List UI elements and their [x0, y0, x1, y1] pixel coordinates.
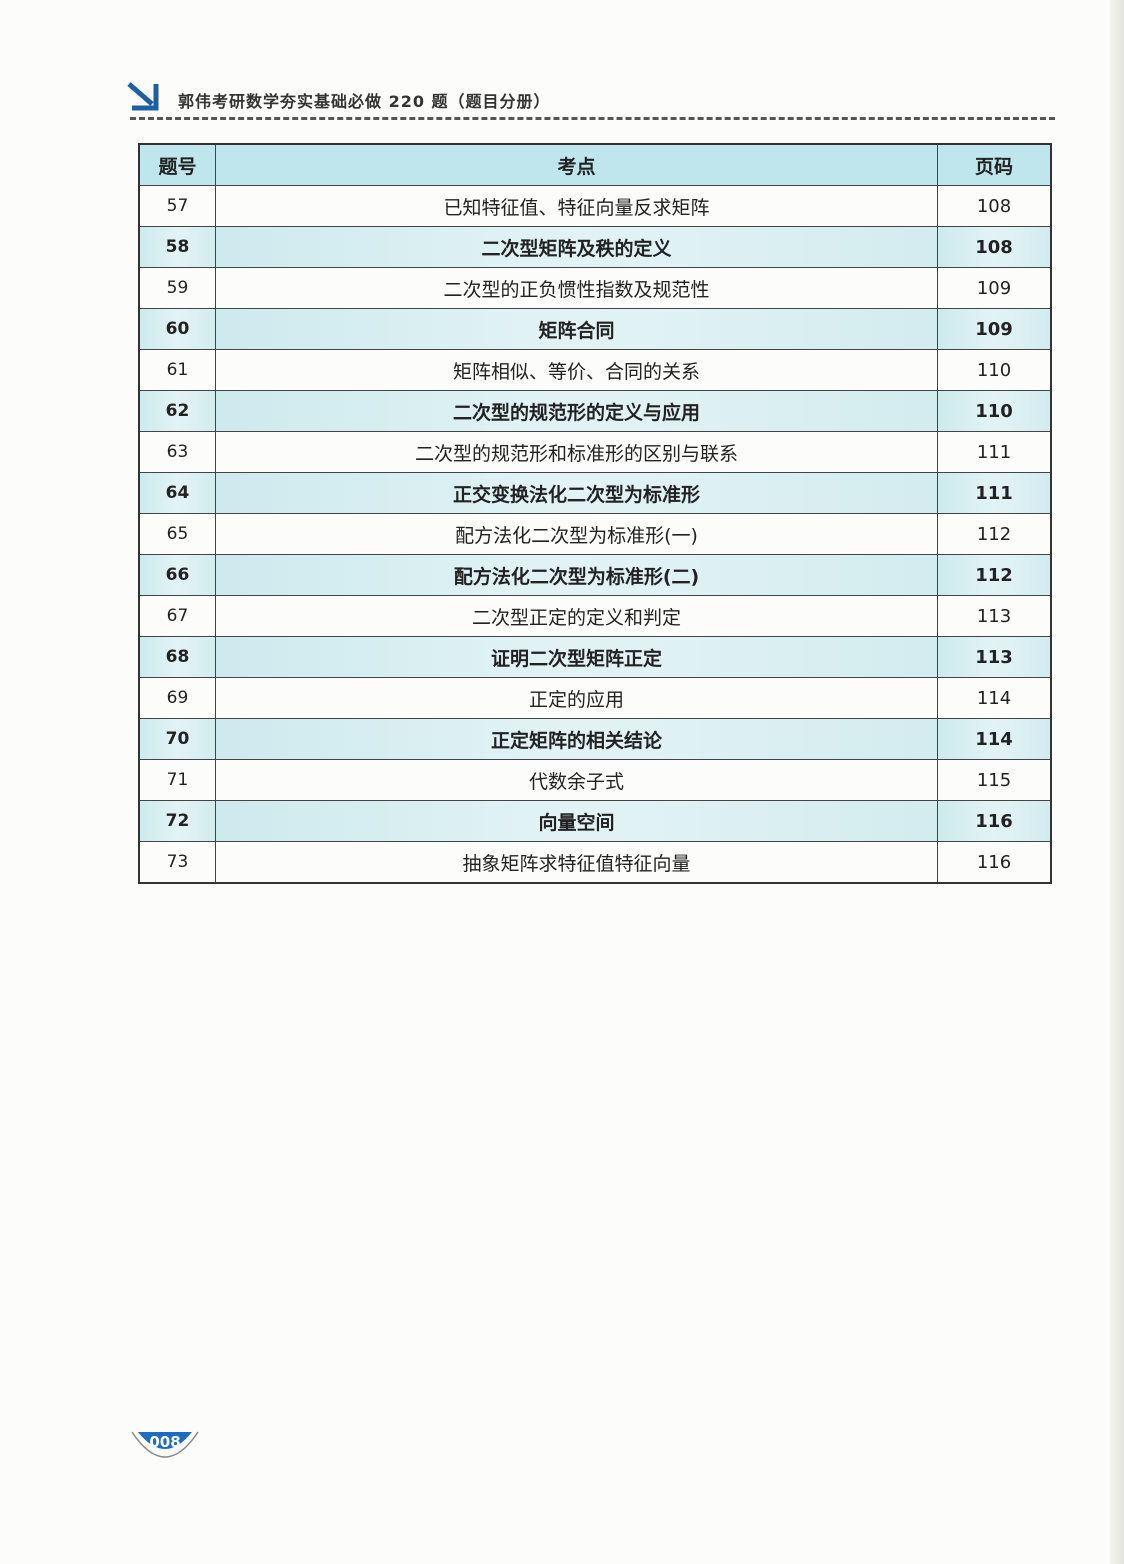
page-ref: 110 [937, 390, 1052, 432]
page-number-badge: 008 [130, 1430, 200, 1466]
question-number: 62 [138, 390, 216, 432]
topic: 矩阵合同 [215, 308, 938, 350]
page-ref: 113 [937, 636, 1052, 678]
page-ref: 111 [937, 431, 1052, 473]
question-number: 58 [138, 226, 216, 268]
topic: 二次型的规范形的定义与应用 [215, 390, 938, 432]
table-row: 66 配方法化二次型为标准形(二) 112 [138, 554, 1052, 596]
table-row: 72 向量空间 116 [138, 800, 1052, 842]
question-number: 65 [138, 513, 216, 555]
question-number: 70 [138, 718, 216, 760]
page-ref: 112 [937, 513, 1052, 555]
question-number: 69 [138, 677, 216, 719]
table-row: 68 证明二次型矩阵正定 113 [138, 636, 1052, 678]
table-row: 61 矩阵相似、等价、合同的关系 110 [138, 349, 1052, 391]
page-ref: 114 [937, 677, 1052, 719]
table-row: 65 配方法化二次型为标准形(一) 112 [138, 513, 1052, 555]
table-row: 67 二次型正定的定义和判定 113 [138, 595, 1052, 637]
topic: 正定矩阵的相关结论 [215, 718, 938, 760]
question-number: 59 [138, 267, 216, 309]
page-ref: 111 [937, 472, 1052, 514]
table-row: 69 正定的应用 114 [138, 677, 1052, 719]
table-header-row: 题号 考点 页码 [138, 143, 1052, 186]
topic: 二次型的正负惯性指数及规范性 [215, 267, 938, 309]
topic: 向量空间 [215, 800, 938, 842]
page-ref: 112 [937, 554, 1052, 596]
question-number: 72 [138, 800, 216, 842]
table-row: 71 代数余子式 115 [138, 759, 1052, 801]
question-number: 71 [138, 759, 216, 801]
topic-table: 题号 考点 页码 57 已知特征值、特征向量反求矩阵 108 58 二次型矩阵及秩的定义… [138, 143, 1052, 884]
header-divider [130, 117, 1055, 120]
column-header-page: 页码 [937, 143, 1052, 186]
topic: 正定的应用 [215, 677, 938, 719]
page-ref: 116 [937, 841, 1052, 884]
page-ref: 108 [937, 185, 1052, 227]
topic: 矩阵相似、等价、合同的关系 [215, 349, 938, 391]
table-row: 64 正交变换法化二次型为标准形 111 [138, 472, 1052, 514]
page-number: 008 [149, 1433, 181, 1451]
table-row: 73 抽象矩阵求特征值特征向量 116 [138, 841, 1052, 884]
table-row: 59 二次型的正负惯性指数及规范性 109 [138, 267, 1052, 309]
running-header-title: 郭伟考研数学夯实基础必做 220 题（题目分册） [178, 92, 551, 111]
question-number: 60 [138, 308, 216, 350]
page-ref: 109 [937, 267, 1052, 309]
question-number: 63 [138, 431, 216, 473]
topic: 代数余子式 [215, 759, 938, 801]
table-row: 57 已知特征值、特征向量反求矩阵 108 [138, 185, 1052, 227]
question-number: 66 [138, 554, 216, 596]
table-row: 58 二次型矩阵及秩的定义 108 [138, 226, 1052, 268]
topic: 二次型矩阵及秩的定义 [215, 226, 938, 268]
question-number: 57 [138, 185, 216, 227]
page-ref: 113 [937, 595, 1052, 637]
topic: 配方法化二次型为标准形(一) [215, 513, 938, 555]
question-number: 68 [138, 636, 216, 678]
question-number: 67 [138, 595, 216, 637]
topic: 证明二次型矩阵正定 [215, 636, 938, 678]
arrow-down-right-icon [127, 82, 159, 111]
question-number: 61 [138, 349, 216, 391]
page-edge [1110, 0, 1124, 1564]
page-ref: 110 [937, 349, 1052, 391]
question-number: 73 [138, 841, 216, 884]
page-ref: 116 [937, 800, 1052, 842]
table-row: 63 二次型的规范形和标准形的区别与联系 111 [138, 431, 1052, 473]
column-header-number: 题号 [138, 143, 216, 186]
topic: 二次型的规范形和标准形的区别与联系 [215, 431, 938, 473]
topic: 正交变换法化二次型为标准形 [215, 472, 938, 514]
question-number: 64 [138, 472, 216, 514]
page-ref: 109 [937, 308, 1052, 350]
topic: 抽象矩阵求特征值特征向量 [215, 841, 938, 884]
table-row: 62 二次型的规范形的定义与应用 110 [138, 390, 1052, 432]
page-ref: 114 [937, 718, 1052, 760]
column-header-topic: 考点 [215, 143, 938, 186]
table-row: 70 正定矩阵的相关结论 114 [138, 718, 1052, 760]
table-row: 60 矩阵合同 109 [138, 308, 1052, 350]
topic: 二次型正定的定义和判定 [215, 595, 938, 637]
page-ref: 108 [937, 226, 1052, 268]
topic: 已知特征值、特征向量反求矩阵 [215, 185, 938, 227]
page-ref: 115 [937, 759, 1052, 801]
topic: 配方法化二次型为标准形(二) [215, 554, 938, 596]
